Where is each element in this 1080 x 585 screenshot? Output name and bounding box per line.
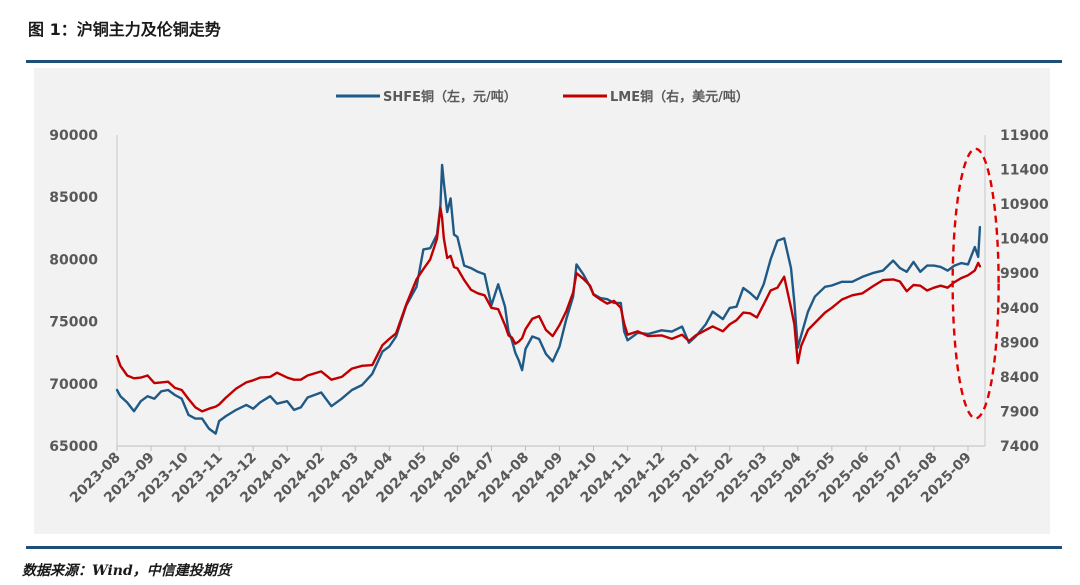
- bottom-rule: [26, 546, 1062, 549]
- right-axis-tick-label: 11400: [1000, 163, 1049, 179]
- highlight-ellipse: [951, 147, 1000, 420]
- chart-background: [34, 68, 1050, 534]
- left-axis-tick-label: 90000: [49, 128, 98, 144]
- left-axis-tick-label: 80000: [49, 252, 98, 268]
- shfe-copper-line: [115, 163, 982, 435]
- chart-legend: SHFE铜（左，元/吨） LME铜（右，美元/吨）: [336, 89, 749, 105]
- legend-lme: LME铜（右，美元/吨）: [563, 89, 749, 105]
- data-source-note: 数据来源：Wind，中信建投期货: [22, 563, 231, 579]
- left-axis-ticks: 65000 70000 75000 80000 85000 90000: [49, 128, 98, 455]
- left-axis-tick-label: 75000: [49, 315, 98, 331]
- left-axis-tick-label: 70000: [49, 377, 98, 393]
- right-axis-ticks: 7400 7900 8400 8900 9400 9900 10400 10900 11400 1…: [984, 128, 1049, 455]
- right-axis-tick-label: 9400: [1000, 301, 1039, 317]
- right-axis-tick-label: 10900: [1000, 197, 1049, 213]
- figure-title: 图 1：沪铜主力及伦铜走势: [28, 20, 221, 39]
- x-axis: 2023-082023-092023-102023-112023-122024-…: [67, 135, 985, 506]
- right-axis-tick-label: 10400: [1000, 232, 1049, 248]
- right-axis-tick-label: 7400: [1000, 439, 1039, 455]
- series-layer: [115, 163, 982, 435]
- right-axis-tick-label: 9900: [1000, 266, 1039, 282]
- right-axis-tick-label: 7900: [1000, 404, 1039, 420]
- right-axis-tick-label: 11900: [1000, 128, 1049, 144]
- top-rule: [26, 60, 1062, 63]
- legend-label: LME铜（右，美元/吨）: [610, 89, 749, 105]
- legend-shfe: SHFE铜（左，元/吨）: [336, 89, 517, 105]
- legend-label: SHFE铜（左，元/吨）: [383, 89, 517, 105]
- lme-copper-line: [115, 206, 982, 413]
- left-axis-tick-label: 65000: [49, 439, 98, 455]
- annotation-layer: [951, 147, 1000, 420]
- right-axis-tick-label: 8900: [1000, 335, 1039, 351]
- right-axis-tick-label: 8400: [1000, 370, 1039, 386]
- left-axis-tick-label: 85000: [49, 190, 98, 206]
